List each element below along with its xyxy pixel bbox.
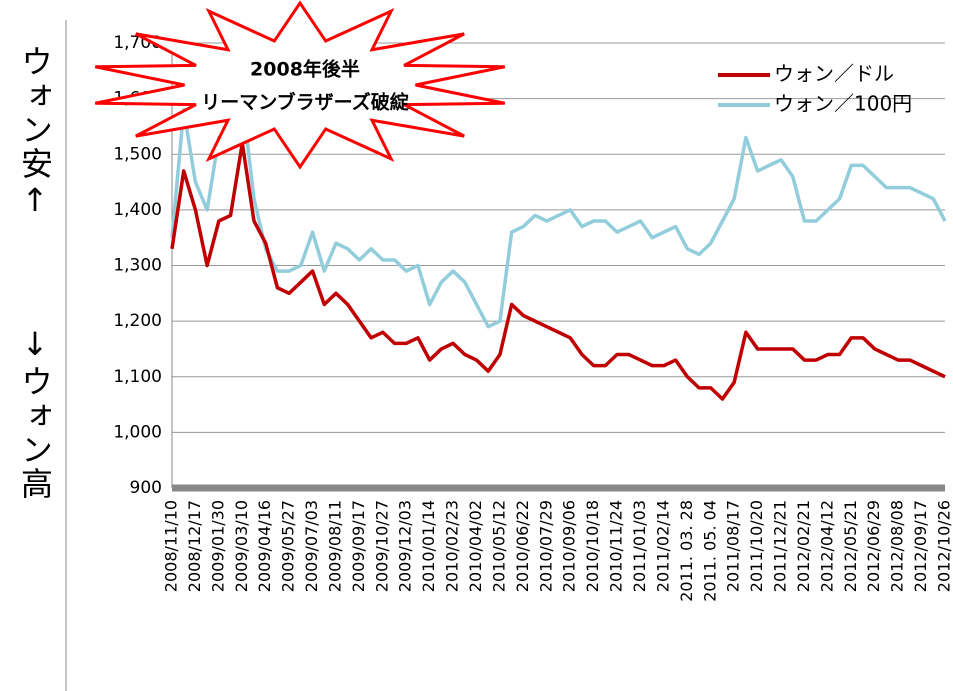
x-tick-label: 2012/05/21: [841, 500, 860, 592]
y-tick-label: 1,400: [113, 200, 162, 220]
x-tick-label: 2010/01/14: [419, 500, 438, 592]
annotation: 2008年後半: [250, 58, 360, 81]
x-tick-label: 2011/08/17: [724, 500, 743, 592]
x-tick-label: 2012/02/21: [794, 500, 813, 592]
x-tick-label: 2011. 05. 04: [700, 500, 719, 602]
x-tick-label: 2010/11/24: [607, 500, 626, 592]
x-tick-label: 2012/09/17: [911, 500, 930, 592]
x-tick-label: 2009/01/30: [208, 500, 227, 592]
annotation: リーマンブラザーズ破綻: [201, 91, 409, 114]
x-tick-label: 2011/01/03: [630, 500, 649, 592]
y-tick-label: 900: [130, 478, 162, 498]
x-tick-label: 2010/04/02: [466, 500, 485, 592]
series-line: [170, 141, 946, 401]
x-tick-label: 2009/09/17: [349, 500, 368, 592]
legend-label: ウォン／100円: [774, 92, 912, 116]
starburst: [94, 0, 506, 170]
x-tick-label: 2009/12/03: [396, 500, 415, 592]
x-tick-label: 2008/12/17: [185, 500, 204, 592]
side-label: ↓ウォン高: [16, 325, 54, 501]
x-tick-label: 2010/02/23: [443, 500, 462, 592]
x-tick-label: 2009/08/11: [325, 500, 344, 592]
x-tick-label: 2009/04/16: [255, 500, 274, 592]
y-tick-label: 1,200: [113, 311, 162, 331]
x-tick-label: 2010/05/12: [489, 500, 508, 592]
y-tick-label: 1,300: [113, 256, 162, 276]
x-tick-label: 2012/06/29: [864, 500, 883, 592]
x-tick-label: 2011. 03. 28: [677, 500, 696, 602]
x-tick-label: 2011/12/21: [771, 500, 790, 592]
y-tick-label: 1,100: [113, 367, 162, 387]
x-tick-label: 2012/08/08: [888, 500, 907, 592]
x-tick-label: 2011/10/20: [747, 500, 766, 592]
x-tick-label: 2009/07/03: [302, 500, 321, 592]
y-tick-label: 1,500: [113, 144, 162, 164]
x-tick-label: 2010/06/22: [513, 500, 532, 592]
x-tick-label: 2012/10/26: [935, 500, 953, 592]
x-tick-label: 2010/07/29: [536, 500, 555, 592]
x-tick-label: 2010/10/18: [583, 500, 602, 592]
x-tick-label: 2008/11/10: [162, 500, 181, 592]
x-tick-label: 2011/02/14: [653, 500, 672, 592]
x-tick-label: 2010/09/06: [560, 500, 579, 592]
x-tick-label: 2009/05/27: [279, 500, 298, 592]
y-tick-label: 1,000: [113, 422, 162, 442]
x-tick-label: 2012/04/12: [817, 500, 836, 592]
series-line: [170, 96, 947, 329]
legend-label: ウォン／ドル: [774, 62, 894, 86]
x-tick-label: 2009/10/27: [372, 500, 391, 592]
side-label: ウォン安↑: [16, 45, 54, 221]
x-tick-label: 2009/03/10: [232, 500, 251, 592]
